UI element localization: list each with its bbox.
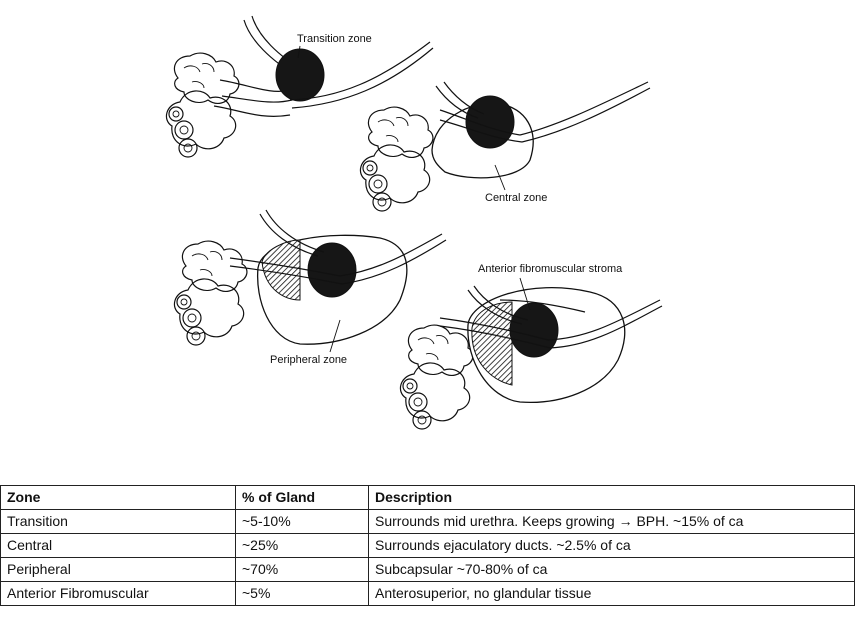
table-row: Peripheral ~70% Subcapsular ~70-80% of c… bbox=[0, 557, 855, 582]
figure-peripheral-zone: Peripheral zone bbox=[173, 209, 447, 366]
cell-percent: ~70% bbox=[235, 557, 369, 582]
zones-table: Zone % of Gland Description Transition ~… bbox=[0, 485, 855, 606]
cell-percent: ~5% bbox=[235, 581, 369, 606]
cell-zone: Anterior Fibromuscular bbox=[0, 581, 236, 606]
cell-zone: Peripheral bbox=[0, 557, 236, 582]
label-central-zone: Central zone bbox=[485, 192, 547, 204]
cell-description: Anterosuperior, no glandular tissue bbox=[368, 581, 855, 606]
table-header-row: Zone % of Gland Description bbox=[0, 485, 855, 510]
prostate-zones-diagram: Transition zone Central zone Peripheral … bbox=[165, 15, 663, 430]
figure-central-zone: Central zone bbox=[359, 81, 651, 212]
table-row: Transition ~5-10% Surrounds mid urethra.… bbox=[0, 509, 855, 534]
label-peripheral-zone: Peripheral zone bbox=[270, 354, 347, 366]
header-description: Description bbox=[368, 485, 855, 510]
cell-percent: ~25% bbox=[235, 533, 369, 558]
cell-description: Surrounds mid urethra. Keeps growing → B… bbox=[368, 509, 855, 534]
label-transition-zone: Transition zone bbox=[297, 33, 372, 45]
cell-zone: Transition bbox=[0, 509, 236, 534]
table-row: Anterior Fibromuscular ~5% Anterosuperio… bbox=[0, 581, 855, 606]
figure-anterior-fibromuscular-stroma: Anterior fibromuscular stroma bbox=[399, 263, 663, 430]
cell-percent: ~5-10% bbox=[235, 509, 369, 534]
label-anterior-fibromuscular-stroma: Anterior fibromuscular stroma bbox=[478, 263, 623, 275]
table-row: Central ~25% Surrounds ejaculatory ducts… bbox=[0, 533, 855, 558]
cell-zone: Central bbox=[0, 533, 236, 558]
header-zone: Zone bbox=[0, 485, 236, 510]
figure-transition-zone: Transition zone bbox=[165, 15, 434, 158]
cell-description: Surrounds ejaculatory ducts. ~2.5% of ca bbox=[368, 533, 855, 558]
cell-description: Subcapsular ~70-80% of ca bbox=[368, 557, 855, 582]
header-percent-of-gland: % of Gland bbox=[235, 485, 369, 510]
